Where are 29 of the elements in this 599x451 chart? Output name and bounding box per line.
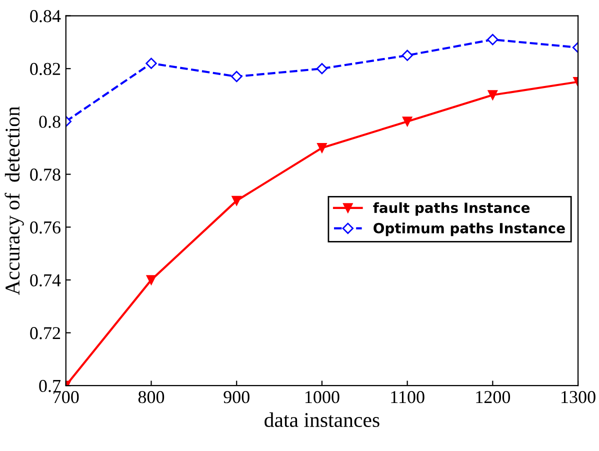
point (231, 70, 242, 82)
x-tick-label: 1200 (476, 390, 510, 404)
x-tick-label: 1300 (562, 390, 596, 404)
legend-label: fault paths Instance (373, 202, 530, 216)
y-axis-title: Accuracy of detection (4, 106, 24, 296)
y-tick-label: 0.76 (30, 221, 60, 234)
x-tick-label: 800 (138, 390, 164, 404)
y-tick-label: 0.78 (30, 168, 60, 181)
point (232, 196, 242, 206)
x-tick-label: 900 (224, 390, 250, 404)
y-tick-label: 0.82 (30, 62, 60, 76)
y-tick-label: 0.7 (39, 380, 61, 392)
x-tick-label: 1100 (391, 390, 424, 404)
point (488, 90, 498, 100)
point (317, 143, 327, 153)
y-tick-label: 0.74 (30, 274, 61, 286)
point (316, 63, 328, 74)
x-axis-title: data instances (264, 412, 380, 428)
point (402, 50, 413, 62)
y-tick-label: 0.72 (30, 327, 60, 340)
x-tick-label: 1000 (305, 390, 340, 404)
point (487, 34, 498, 46)
x-tick-label: 700 (54, 390, 79, 404)
point (146, 58, 157, 69)
y-tick-label: 0.8 (39, 116, 60, 128)
legend-label: Optimum paths Instance (374, 222, 565, 236)
point (402, 116, 412, 126)
point (146, 275, 156, 285)
y-tick-label: 0.84 (30, 10, 61, 22)
